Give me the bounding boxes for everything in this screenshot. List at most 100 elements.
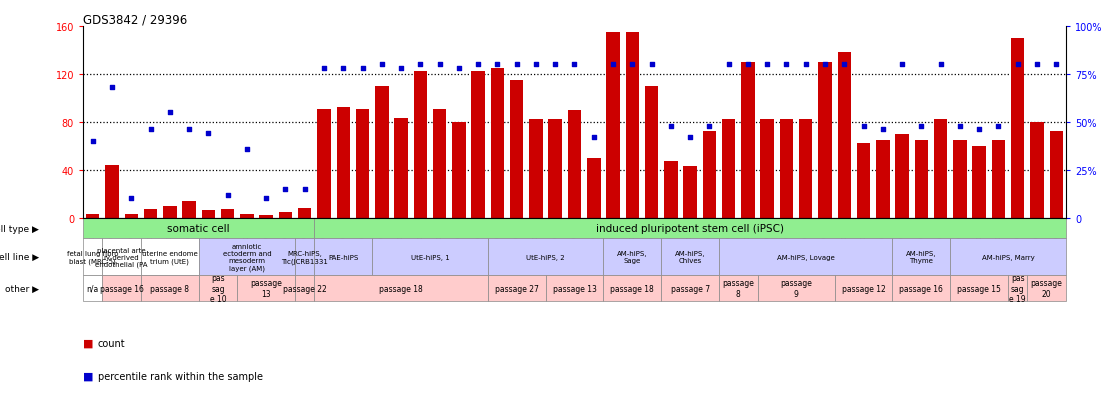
Bar bbox=[587, 158, 601, 218]
Point bbox=[373, 62, 391, 69]
Bar bbox=[279, 212, 293, 218]
Bar bbox=[567, 111, 582, 218]
Bar bbox=[973, 146, 986, 218]
Bar bbox=[488, 239, 604, 275]
Text: passage
13: passage 13 bbox=[250, 279, 283, 298]
Text: amniotic
ectoderm and
mesoderm
layer (AM): amniotic ectoderm and mesoderm layer (AM… bbox=[223, 243, 271, 271]
Bar bbox=[545, 275, 604, 301]
Point bbox=[1028, 62, 1046, 69]
Bar bbox=[934, 120, 947, 218]
Bar bbox=[259, 216, 273, 218]
Bar bbox=[102, 239, 141, 275]
Bar bbox=[741, 63, 755, 218]
Bar bbox=[295, 239, 315, 275]
Point bbox=[874, 127, 892, 133]
Bar bbox=[799, 120, 812, 218]
Bar bbox=[1030, 122, 1044, 218]
Point bbox=[758, 62, 776, 69]
Point bbox=[797, 62, 814, 69]
Point bbox=[199, 131, 217, 137]
Bar bbox=[606, 33, 619, 218]
Point bbox=[913, 123, 931, 130]
Text: AM-hiPS,
Sage: AM-hiPS, Sage bbox=[617, 251, 647, 263]
Bar bbox=[237, 275, 295, 301]
Text: passage 16: passage 16 bbox=[100, 284, 144, 293]
Point bbox=[624, 62, 642, 69]
Text: passage 16: passage 16 bbox=[900, 284, 943, 293]
Text: AM-hiPS,
Thyme: AM-hiPS, Thyme bbox=[906, 251, 936, 263]
Bar bbox=[684, 167, 697, 218]
Bar bbox=[83, 218, 315, 239]
Point bbox=[84, 138, 102, 145]
Point bbox=[161, 109, 178, 116]
Text: placental arte
ry-derived
endothelial (PA: placental arte ry-derived endothelial (P… bbox=[95, 247, 147, 267]
Bar bbox=[488, 275, 545, 301]
Bar bbox=[1027, 275, 1066, 301]
Bar bbox=[719, 275, 758, 301]
Bar bbox=[372, 239, 488, 275]
Bar bbox=[892, 275, 951, 301]
Point bbox=[720, 62, 738, 69]
Point bbox=[893, 62, 911, 69]
Bar bbox=[702, 132, 716, 218]
Point bbox=[296, 186, 314, 193]
Text: passage 18: passage 18 bbox=[379, 284, 423, 293]
Text: passage 13: passage 13 bbox=[553, 284, 596, 293]
Point bbox=[353, 66, 371, 72]
Text: MRC-hiPS,
Tic(JCRB1331: MRC-hiPS, Tic(JCRB1331 bbox=[281, 250, 328, 264]
Text: passage 27: passage 27 bbox=[495, 284, 538, 293]
Bar bbox=[183, 201, 196, 218]
Bar bbox=[992, 140, 1005, 218]
Text: ■: ■ bbox=[83, 338, 93, 348]
Text: passage 22: passage 22 bbox=[283, 284, 327, 293]
Bar bbox=[413, 72, 427, 218]
Bar bbox=[198, 239, 295, 275]
Point bbox=[277, 186, 295, 193]
Text: passage 7: passage 7 bbox=[670, 284, 710, 293]
Bar bbox=[1049, 132, 1063, 218]
Bar bbox=[315, 275, 488, 301]
Bar bbox=[722, 120, 736, 218]
Bar bbox=[856, 144, 870, 218]
Point bbox=[604, 62, 622, 69]
Bar bbox=[433, 109, 447, 218]
Point bbox=[661, 123, 679, 130]
Bar bbox=[604, 239, 661, 275]
Point bbox=[565, 62, 583, 69]
Bar bbox=[645, 87, 658, 218]
Bar bbox=[510, 81, 523, 218]
Text: uterine endome
trium (UtE): uterine endome trium (UtE) bbox=[142, 250, 197, 264]
Point bbox=[854, 123, 872, 130]
Bar bbox=[719, 239, 892, 275]
Text: passage 12: passage 12 bbox=[842, 284, 885, 293]
Bar bbox=[144, 210, 157, 218]
Text: cell type ▶: cell type ▶ bbox=[0, 224, 39, 233]
Text: UtE-hiPS, 1: UtE-hiPS, 1 bbox=[411, 254, 450, 260]
Point bbox=[450, 66, 468, 72]
Point bbox=[546, 62, 564, 69]
Bar bbox=[220, 210, 235, 218]
Bar bbox=[83, 239, 102, 275]
Text: passage
20: passage 20 bbox=[1030, 279, 1063, 298]
Point bbox=[700, 123, 718, 130]
Bar bbox=[953, 140, 966, 218]
Point bbox=[470, 62, 488, 69]
Bar bbox=[548, 120, 562, 218]
Point bbox=[817, 62, 834, 69]
Text: fetal lung fibro
blast (MRC-5): fetal lung fibro blast (MRC-5) bbox=[66, 250, 119, 264]
Bar bbox=[102, 275, 141, 301]
Bar bbox=[163, 206, 176, 218]
Bar bbox=[141, 239, 198, 275]
Point bbox=[951, 123, 968, 130]
Bar bbox=[760, 120, 774, 218]
Point bbox=[122, 196, 140, 202]
Point bbox=[315, 66, 332, 72]
Bar bbox=[661, 275, 719, 301]
Point bbox=[411, 62, 429, 69]
Text: GDS3842 / 29396: GDS3842 / 29396 bbox=[83, 14, 187, 27]
Point bbox=[257, 196, 275, 202]
Bar bbox=[892, 239, 951, 275]
Bar bbox=[317, 109, 330, 218]
Text: pas
sag
e 19: pas sag e 19 bbox=[1009, 273, 1026, 303]
Text: percentile rank within the sample: percentile rank within the sample bbox=[98, 371, 263, 381]
